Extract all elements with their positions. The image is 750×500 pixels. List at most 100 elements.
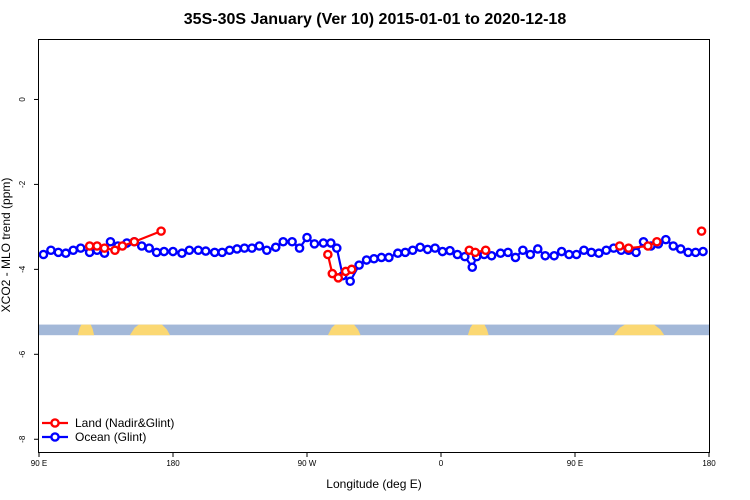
x-tick-label: 180	[702, 459, 716, 468]
data-point	[110, 245, 120, 256]
data-point	[540, 250, 551, 261]
data-point	[683, 247, 693, 258]
data-point	[495, 248, 506, 259]
x-tick-label: 180	[166, 459, 180, 468]
legend-label: Ocean (Glint)	[75, 430, 146, 444]
data-point	[331, 243, 342, 253]
x-axis: 90 E 180 90 W 0 90 E 180	[31, 452, 716, 468]
data-point	[422, 244, 433, 255]
x-tick-label: 90 W	[298, 459, 317, 468]
data-point	[571, 249, 582, 260]
data-point	[518, 245, 528, 256]
data-point	[486, 250, 497, 261]
land-segment	[613, 324, 665, 336]
data-point	[556, 246, 567, 257]
data-point	[239, 243, 250, 253]
data-point	[209, 247, 220, 258]
data-point	[224, 245, 235, 256]
data-point	[415, 242, 425, 253]
data-point	[278, 236, 288, 247]
data-point	[159, 246, 169, 257]
chart-title: 35S-30S January (Ver 10) 2015-01-01 to 2…	[184, 11, 567, 28]
y-tick-label: -2	[18, 180, 27, 188]
data-point	[643, 241, 653, 251]
data-point	[323, 249, 333, 260]
y-tick-label: -6	[18, 350, 27, 358]
legend-label: Land (Nadir&Glint)	[75, 416, 174, 430]
land-segment	[77, 324, 95, 336]
data-point	[470, 247, 481, 258]
data-point	[586, 247, 597, 258]
data-point	[369, 253, 379, 264]
data-point	[53, 247, 64, 258]
data-point	[177, 248, 187, 259]
y-axis-label: XCO2 - MLO trend (ppm)	[0, 178, 13, 313]
y-tick-label: -8	[18, 435, 27, 443]
legend: Land (Nadir&Glint)Ocean (Glint)	[42, 416, 174, 444]
data-point	[61, 248, 71, 259]
data-point	[318, 238, 329, 248]
data-point	[631, 247, 641, 258]
data-point	[452, 249, 463, 260]
data-point	[327, 268, 338, 279]
data-point	[525, 249, 536, 260]
data-point	[614, 241, 625, 251]
data-point	[129, 236, 140, 247]
data-point	[503, 247, 513, 258]
data-point	[309, 239, 320, 249]
data-point	[354, 260, 364, 270]
land-ocean-band	[39, 324, 709, 336]
legend-marker	[50, 432, 60, 442]
data-point	[400, 247, 411, 258]
data-point	[92, 241, 102, 251]
legend-marker	[50, 418, 60, 428]
data-point	[698, 246, 708, 257]
data-point	[105, 236, 116, 247]
land-segment	[467, 324, 489, 336]
y-tick-label: -4	[18, 265, 27, 273]
data-point	[232, 244, 242, 254]
data-point	[151, 247, 162, 258]
series-land	[84, 226, 707, 283]
data-point	[467, 262, 478, 273]
data-point	[326, 238, 336, 248]
data-point	[564, 249, 574, 260]
data-point	[38, 249, 49, 260]
land-segment	[129, 324, 171, 336]
data-point	[384, 252, 394, 263]
data-point	[84, 241, 95, 251]
data-point	[168, 246, 178, 257]
plot-frame	[38, 39, 710, 453]
ocean-band	[39, 324, 709, 336]
x-tick-label: 90 E	[567, 459, 583, 468]
x-tick-label: 90 E	[31, 459, 47, 468]
data-point	[117, 241, 128, 251]
data-point	[254, 241, 265, 251]
data-point	[200, 246, 211, 256]
series-ocean	[38, 232, 708, 287]
data-point	[287, 236, 297, 247]
data-point	[345, 276, 355, 287]
data-point	[690, 247, 701, 258]
data-point	[346, 264, 357, 275]
data-point	[144, 243, 154, 253]
data-point	[302, 232, 312, 243]
data-point	[579, 245, 589, 256]
data-point	[217, 247, 227, 258]
data-point	[460, 251, 470, 262]
data-point	[675, 244, 686, 254]
data-point	[261, 245, 272, 256]
data-point	[270, 242, 281, 253]
data-point	[193, 245, 204, 256]
data-point	[696, 226, 707, 236]
data-point	[184, 245, 195, 256]
data-point	[156, 226, 166, 236]
data-point	[623, 243, 634, 253]
data-point	[136, 241, 147, 251]
data-point	[75, 243, 86, 253]
data-point	[407, 245, 418, 256]
x-tick-label: 0	[439, 459, 444, 468]
data-point	[294, 243, 305, 253]
y-tick-label: 0	[18, 97, 27, 102]
x-axis-label: Longitude (deg E)	[326, 477, 421, 491]
